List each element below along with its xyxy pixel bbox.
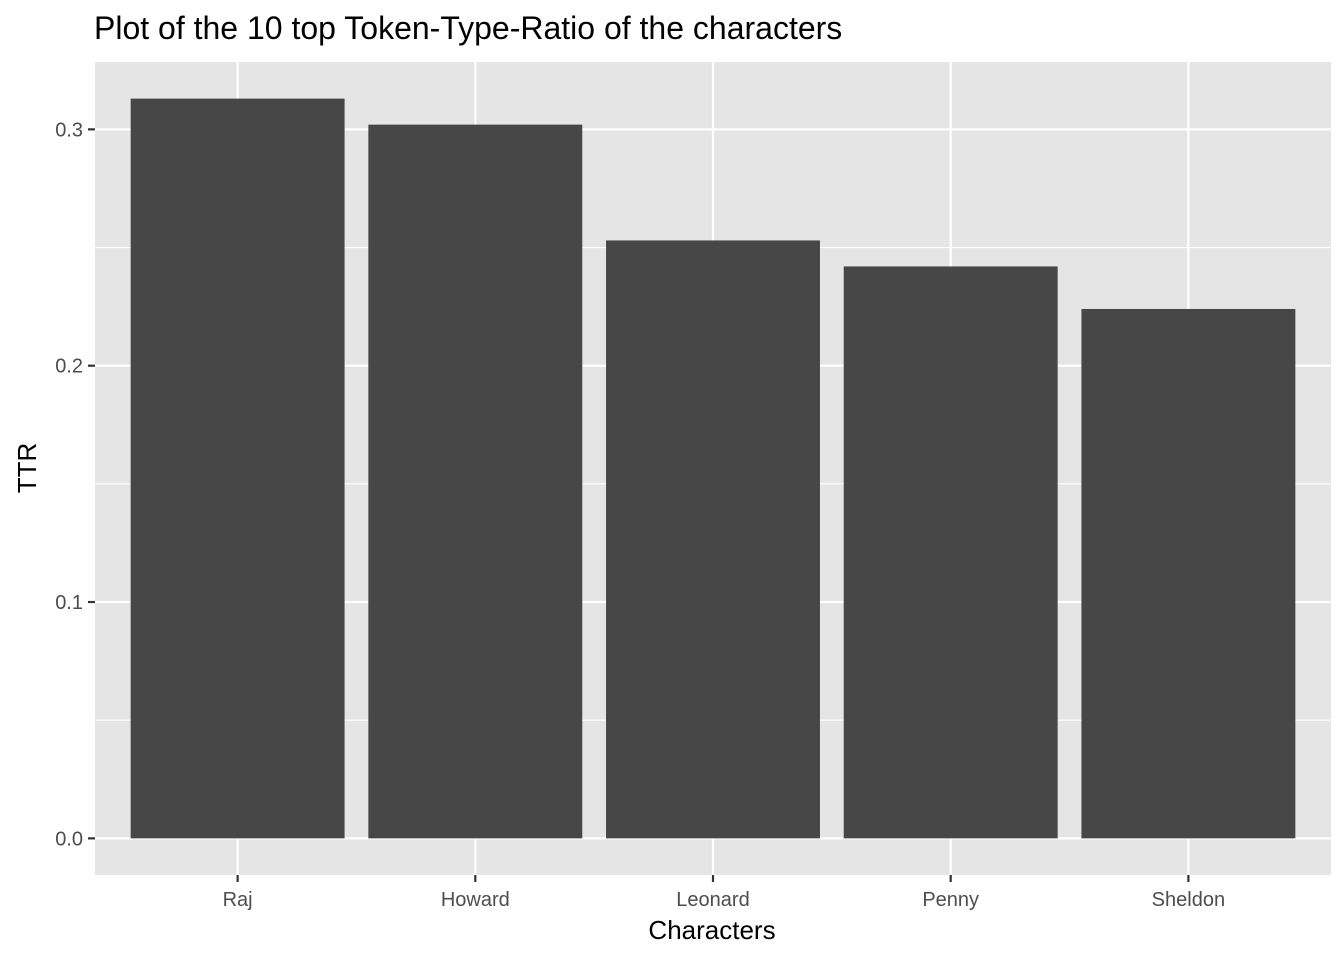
y-axis-title: TTR <box>12 443 42 494</box>
bar-sheldon <box>1081 308 1296 839</box>
bar-penny <box>843 266 1058 839</box>
y-tick-label: 0.1 <box>55 592 83 614</box>
y-axis: 0.0 0.1 0.2 0.3 <box>55 119 95 850</box>
bar-leonard <box>606 240 820 839</box>
x-axis: Raj Howard Leonard Penny Sheldon <box>223 875 1225 911</box>
x-tick-label: Leonard <box>676 889 749 911</box>
bars <box>130 98 1296 839</box>
x-axis-title: Characters <box>648 915 775 945</box>
bar-raj <box>130 98 345 839</box>
y-tick-label: 0.3 <box>55 119 83 141</box>
x-tick-label: Penny <box>922 889 979 911</box>
x-tick-label: Howard <box>441 889 510 911</box>
y-tick-label: 0.0 <box>55 828 83 850</box>
x-tick-label: Sheldon <box>1152 889 1225 911</box>
chart-title: Plot of the 10 top Token-Type-Ratio of t… <box>94 10 842 46</box>
y-tick-label: 0.2 <box>55 356 83 378</box>
x-tick-label: Raj <box>223 889 253 911</box>
bar-howard <box>368 124 583 839</box>
